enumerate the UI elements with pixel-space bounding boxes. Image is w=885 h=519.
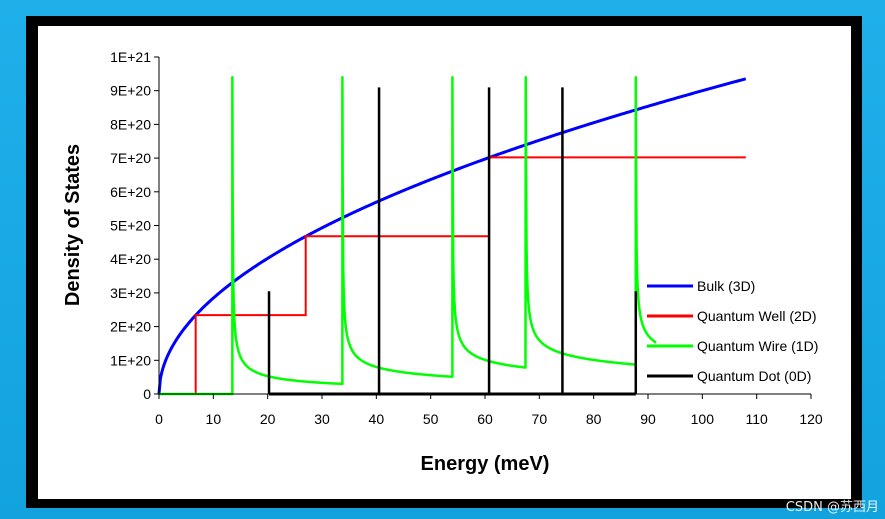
legend-label: Quantum Wire (1D) <box>697 338 818 354</box>
x-tick-label: 90 <box>640 411 656 427</box>
series-line-quantum-wire-1d <box>159 75 657 396</box>
x-tick-label: 70 <box>532 411 548 427</box>
x-tick-label: 110 <box>746 411 769 427</box>
y-tick-label: 1E+21 <box>110 49 151 65</box>
y-tick-label: 2E+20 <box>110 319 151 335</box>
x-tick-label: 0 <box>155 411 163 427</box>
x-tick-label: 80 <box>586 411 602 427</box>
x-tick-label: 30 <box>314 411 330 427</box>
x-tick-label: 20 <box>260 411 276 427</box>
x-axis-label: Energy (meV) <box>421 453 550 475</box>
y-tick-label: 7E+20 <box>110 150 151 166</box>
x-tick-label: 100 <box>691 411 715 427</box>
x-tick-label: 10 <box>206 411 222 427</box>
x-tick-label: 60 <box>477 411 493 427</box>
y-tick-label: 9E+20 <box>110 83 151 99</box>
y-tick-label: 8E+20 <box>110 116 151 132</box>
y-tick-label: 3E+20 <box>110 285 151 301</box>
y-tick-label: 6E+20 <box>110 184 151 200</box>
legend-label: Quantum Well (2D) <box>697 308 817 324</box>
y-tick-label: 0 <box>143 386 151 402</box>
y-tick-label: 4E+20 <box>110 251 151 267</box>
y-tick-label: 5E+20 <box>110 218 151 234</box>
watermark-text: CSDN @苏西月 <box>785 500 879 515</box>
legend-label: Quantum Dot (0D) <box>697 368 811 384</box>
y-tick-label: 1E+20 <box>110 352 151 368</box>
x-tick-label: 40 <box>369 411 385 427</box>
x-tick-label: 50 <box>423 411 439 427</box>
x-tick-label: 120 <box>799 411 823 427</box>
legend-label: Bulk (3D) <box>697 278 755 294</box>
y-axis-label: Density of States <box>62 144 84 306</box>
legend: Bulk (3D) Quantum Well (2D) Quantum Wire (… <box>647 278 818 384</box>
chart-card <box>38 26 851 499</box>
